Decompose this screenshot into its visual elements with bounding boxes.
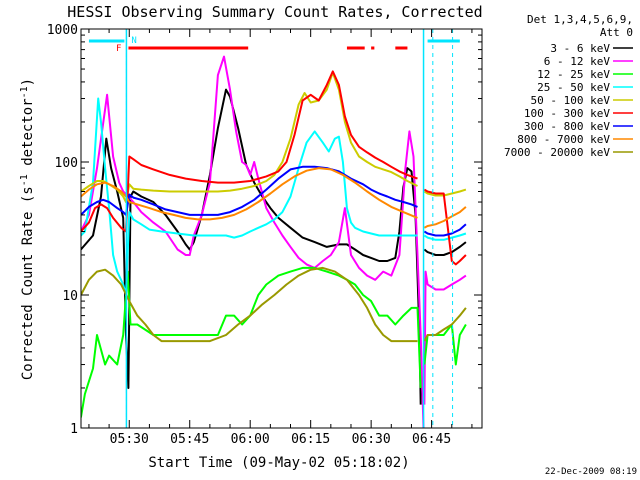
x-tick-label: 05:45 [170,432,209,447]
chart-title: HESSI Observing Summary Count Rates, Cor… [67,3,482,21]
series-line-after-gap-7000-20000-kev [423,307,467,342]
series-line-25-50-kev [81,97,418,296]
x-tick-label: 06:00 [231,432,270,447]
y-tick-label: 1000 [47,23,78,38]
x-tick-label: 06:45 [412,432,451,447]
series-line-after-gap-25-50-kev [423,232,467,241]
legend-entry-label: 50 - 100 keV [531,94,611,107]
plot-frame [80,28,483,429]
legend-entry-label: 100 - 300 keV [524,107,610,120]
plot-area: FN [81,29,467,428]
night-flag-label: N [131,36,136,46]
series-line-300-800-kev [81,165,418,216]
y-tick-label: 10 [62,289,78,304]
y-tick-label: 1 [70,422,78,437]
x-tick-label: 06:30 [352,432,391,447]
series-line-800-7000-kev [81,167,418,221]
series-line-after-gap-100-300-kev [423,188,467,266]
x-axis-label: Start Time (09-May-02 05:18:02) [148,455,409,471]
legend-entry-label: 3 - 6 keV [550,42,610,55]
legend-entry-label: 800 - 7000 keV [517,133,610,146]
series-line-6-12-kev [81,55,425,428]
legend-entry-label: 300 - 800 keV [524,120,610,133]
series-line-3-6-kev [81,88,422,405]
series-line-100-300-kev [81,70,418,233]
footer-date: 22-Dec-2009 08:19 [545,467,637,477]
legend-header-line: Att 0 [600,26,633,39]
series-line-after-gap-800-7000-kev [423,206,467,229]
x-tick-label: 05:30 [110,432,149,447]
series-line-after-gap-3-6-kev [423,241,467,256]
series-line-50-100-kev [81,71,418,203]
series-line-after-gap-300-800-kev [423,223,467,237]
legend-entry-label: 6 - 12 keV [544,55,611,68]
x-axis: 05:30 05:45 06:00 06:15 06:30 06:45 [88,29,473,447]
series-line-7000-20000-kev [81,266,418,343]
legend-entry-label: 25 - 50 keV [537,81,610,94]
y-axis-label: Corrected Count Rate (s-1 detector-1) [19,78,36,380]
legend-entry-label: 7000 - 20000 keV [504,146,610,159]
y-axis: 1 10 100 1000 [47,23,482,437]
series-line-after-gap-6-12-kev [423,270,467,405]
flare-flag-label: F [116,44,121,54]
legend-entry-label: 12 - 25 keV [537,68,610,81]
x-tick-label: 06:15 [291,432,330,447]
legend-header-line: Det 1,3,4,5,6,9, [527,13,633,26]
y-tick-label: 100 [55,156,78,171]
